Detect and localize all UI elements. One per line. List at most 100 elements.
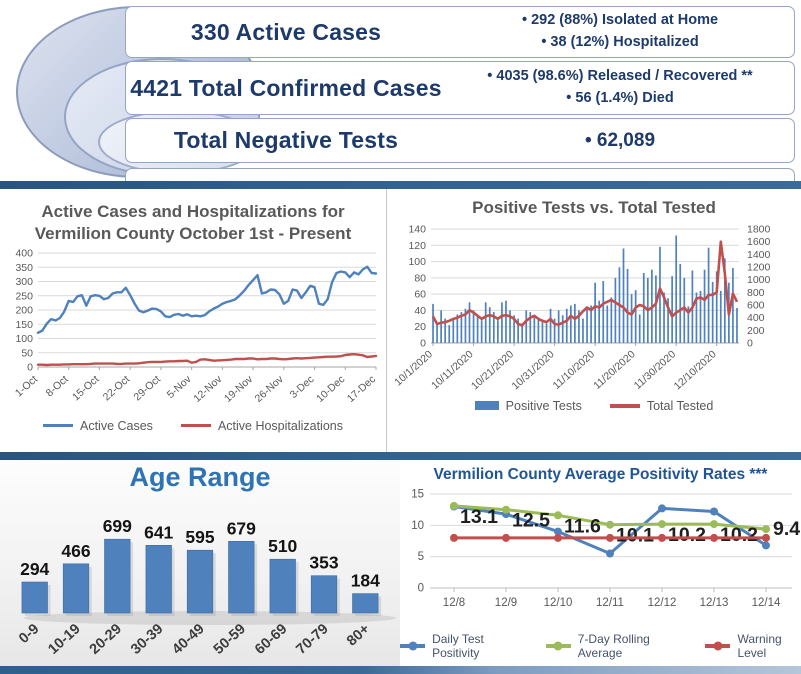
partial-row — [125, 168, 795, 181]
svg-text:80: 80 — [414, 272, 426, 284]
confirmed-cases-total: 4421 Total Confirmed Cases — [130, 74, 442, 101]
svg-text:140: 140 — [408, 223, 426, 235]
svg-text:300: 300 — [15, 276, 33, 288]
svg-text:20-29: 20-29 — [87, 621, 125, 658]
bottom-charts-section: Age Range 294 0-9 466 10-19 699 20-29 641 30-39… — [0, 460, 801, 666]
legend-label: Warning Level — [737, 632, 782, 660]
svg-text:184: 184 — [351, 571, 380, 591]
legend-swatch — [545, 641, 571, 651]
hospitalized-stat: • 38 (12%) Hospitalized — [541, 34, 699, 50]
confirmed-cases-breakdown: • 4035 (98.6%) Released / Recovered ** •… — [446, 66, 794, 110]
svg-text:10/31/2020: 10/31/2020 — [510, 348, 557, 392]
isolated-at-home-stat: • 292 (88%) Isolated at Home — [521, 12, 719, 29]
confirmed-cases-row: 4421 Total Confirmed Cases • 4035 (98.6%… — [125, 61, 795, 115]
svg-text:510: 510 — [268, 536, 297, 556]
svg-text:17-Dec: 17-Dec — [345, 373, 378, 405]
svg-text:350: 350 — [15, 261, 33, 273]
svg-text:1-Oct: 1-Oct — [13, 373, 40, 399]
legend-swatch — [705, 641, 731, 651]
active-cases-chart-legend: Active Cases Active Hospitalizations — [0, 419, 386, 433]
positive-tests-chart-panel: Positive Tests vs. Total Tested 0 20 40 60 8… — [386, 189, 801, 452]
legend-label: Active Cases — [79, 418, 153, 433]
legend-item: 7-Day Rolling Average — [545, 632, 678, 660]
svg-text:9.4: 9.4 — [773, 518, 800, 540]
legend-swatch — [42, 423, 73, 428]
positivity-chart-legend: Daily Test Positivity 7-Day Rolling Avera… — [400, 632, 801, 660]
svg-text:12/9: 12/9 — [495, 597, 517, 609]
svg-text:0-9: 0-9 — [16, 621, 42, 647]
svg-text:10.2: 10.2 — [668, 524, 706, 546]
negative-tests-value: • 62,089 — [584, 129, 656, 151]
svg-text:0: 0 — [747, 337, 753, 349]
middle-charts-section: Active Cases and Hospitalizations for Ve… — [0, 189, 801, 452]
legend-item: Daily Test Positivity — [400, 632, 518, 660]
legend-swatch — [609, 404, 640, 408]
section-divider-top — [0, 181, 801, 189]
svg-text:400: 400 — [15, 247, 33, 259]
legend-label: Active Hospitalizations — [217, 418, 343, 433]
active-cases-total: 330 Active Cases — [190, 18, 382, 45]
svg-text:80+: 80+ — [344, 621, 373, 649]
svg-text:120: 120 — [408, 240, 426, 252]
svg-text:12/10: 12/10 — [544, 597, 573, 609]
positive-tests-chart: 0204060801001201400200400600800100012001… — [392, 223, 771, 392]
section-divider-bottom — [0, 452, 801, 460]
svg-text:641: 641 — [144, 522, 173, 542]
svg-text:12.5: 12.5 — [512, 510, 550, 532]
legend-label: Daily Test Positivity — [432, 632, 484, 660]
svg-text:12/8: 12/8 — [443, 597, 465, 609]
svg-text:10-19: 10-19 — [45, 621, 83, 658]
svg-text:12/14: 12/14 — [752, 597, 781, 609]
svg-text:1400: 1400 — [747, 249, 771, 261]
svg-text:699: 699 — [103, 516, 132, 536]
svg-text:12/11: 12/11 — [596, 597, 624, 609]
svg-text:466: 466 — [61, 541, 90, 561]
svg-text:29-Oct: 29-Oct — [131, 373, 163, 403]
negative-tests-row: Total Negative Tests • 62,089 — [125, 118, 795, 163]
legend-item: Active Hospitalizations — [180, 418, 343, 433]
active-cases-row: 330 Active Cases • 292 (88%) Isolated at… — [125, 6, 795, 58]
svg-text:600: 600 — [747, 299, 765, 311]
svg-text:800: 800 — [747, 287, 765, 299]
svg-text:30-39: 30-39 — [128, 621, 166, 658]
active-cases-chart-panel: Active Cases and Hospitalizations for Ve… — [0, 189, 386, 452]
svg-text:1200: 1200 — [747, 261, 771, 273]
svg-text:15: 15 — [411, 489, 424, 501]
svg-text:11/10/2020: 11/10/2020 — [551, 348, 598, 392]
svg-text:0: 0 — [420, 337, 426, 349]
svg-text:150: 150 — [15, 318, 33, 330]
legend-item: Warning Level — [705, 632, 801, 660]
active-cases-breakdown: • 292 (88%) Isolated at Home • 38 (12%) … — [446, 10, 794, 54]
svg-text:40-49: 40-49 — [169, 621, 207, 658]
svg-text:15-Oct: 15-Oct — [70, 373, 102, 403]
positivity-chart-panel: Vermilion County Average Positivity Rate… — [400, 460, 801, 666]
svg-text:22-Oct: 22-Oct — [101, 373, 133, 403]
legend-item: Positive Tests — [474, 399, 582, 413]
svg-text:12/12: 12/12 — [648, 597, 677, 609]
positivity-chart-title: Vermilion County Average Positivity Rate… — [433, 466, 768, 483]
positive-tests-chart-legend: Positive Tests Total Tested — [387, 399, 801, 413]
active-cases-chart-title: Active Cases and Hospitalizations for Ve… — [34, 202, 352, 243]
svg-text:19-Nov: 19-Nov — [222, 372, 256, 404]
svg-text:5-Nov: 5-Nov — [165, 372, 194, 400]
released-recovered-stat: • 4035 (98.6%) Released / Recovered ** — [487, 68, 753, 85]
svg-text:353: 353 — [309, 553, 338, 573]
svg-text:12-Nov: 12-Nov — [191, 372, 225, 404]
svg-text:8-Oct: 8-Oct — [44, 373, 71, 399]
svg-text:13.1: 13.1 — [460, 506, 498, 528]
positive-tests-chart-title: Positive Tests vs. Total Tested — [472, 198, 716, 217]
svg-text:20: 20 — [414, 321, 426, 333]
svg-text:11/20/2020: 11/20/2020 — [591, 348, 638, 392]
positivity-chart: 0 5 10 15 12/8 12/9 12/10 12/11 12/12 12/13 12/14 1… — [411, 489, 800, 610]
legend-label: 7-Day Rolling Average — [577, 632, 650, 660]
svg-text:1000: 1000 — [747, 274, 771, 286]
age-range-chart-panel: Age Range 294 0-9 466 10-19 699 20-29 641 30-39… — [0, 460, 400, 666]
svg-text:679: 679 — [227, 518, 256, 538]
svg-text:200: 200 — [15, 304, 33, 316]
svg-text:250: 250 — [15, 290, 33, 302]
svg-text:1800: 1800 — [747, 223, 771, 235]
svg-text:400: 400 — [747, 312, 765, 324]
svg-text:10: 10 — [411, 520, 424, 532]
svg-text:70-79: 70-79 — [293, 621, 331, 658]
